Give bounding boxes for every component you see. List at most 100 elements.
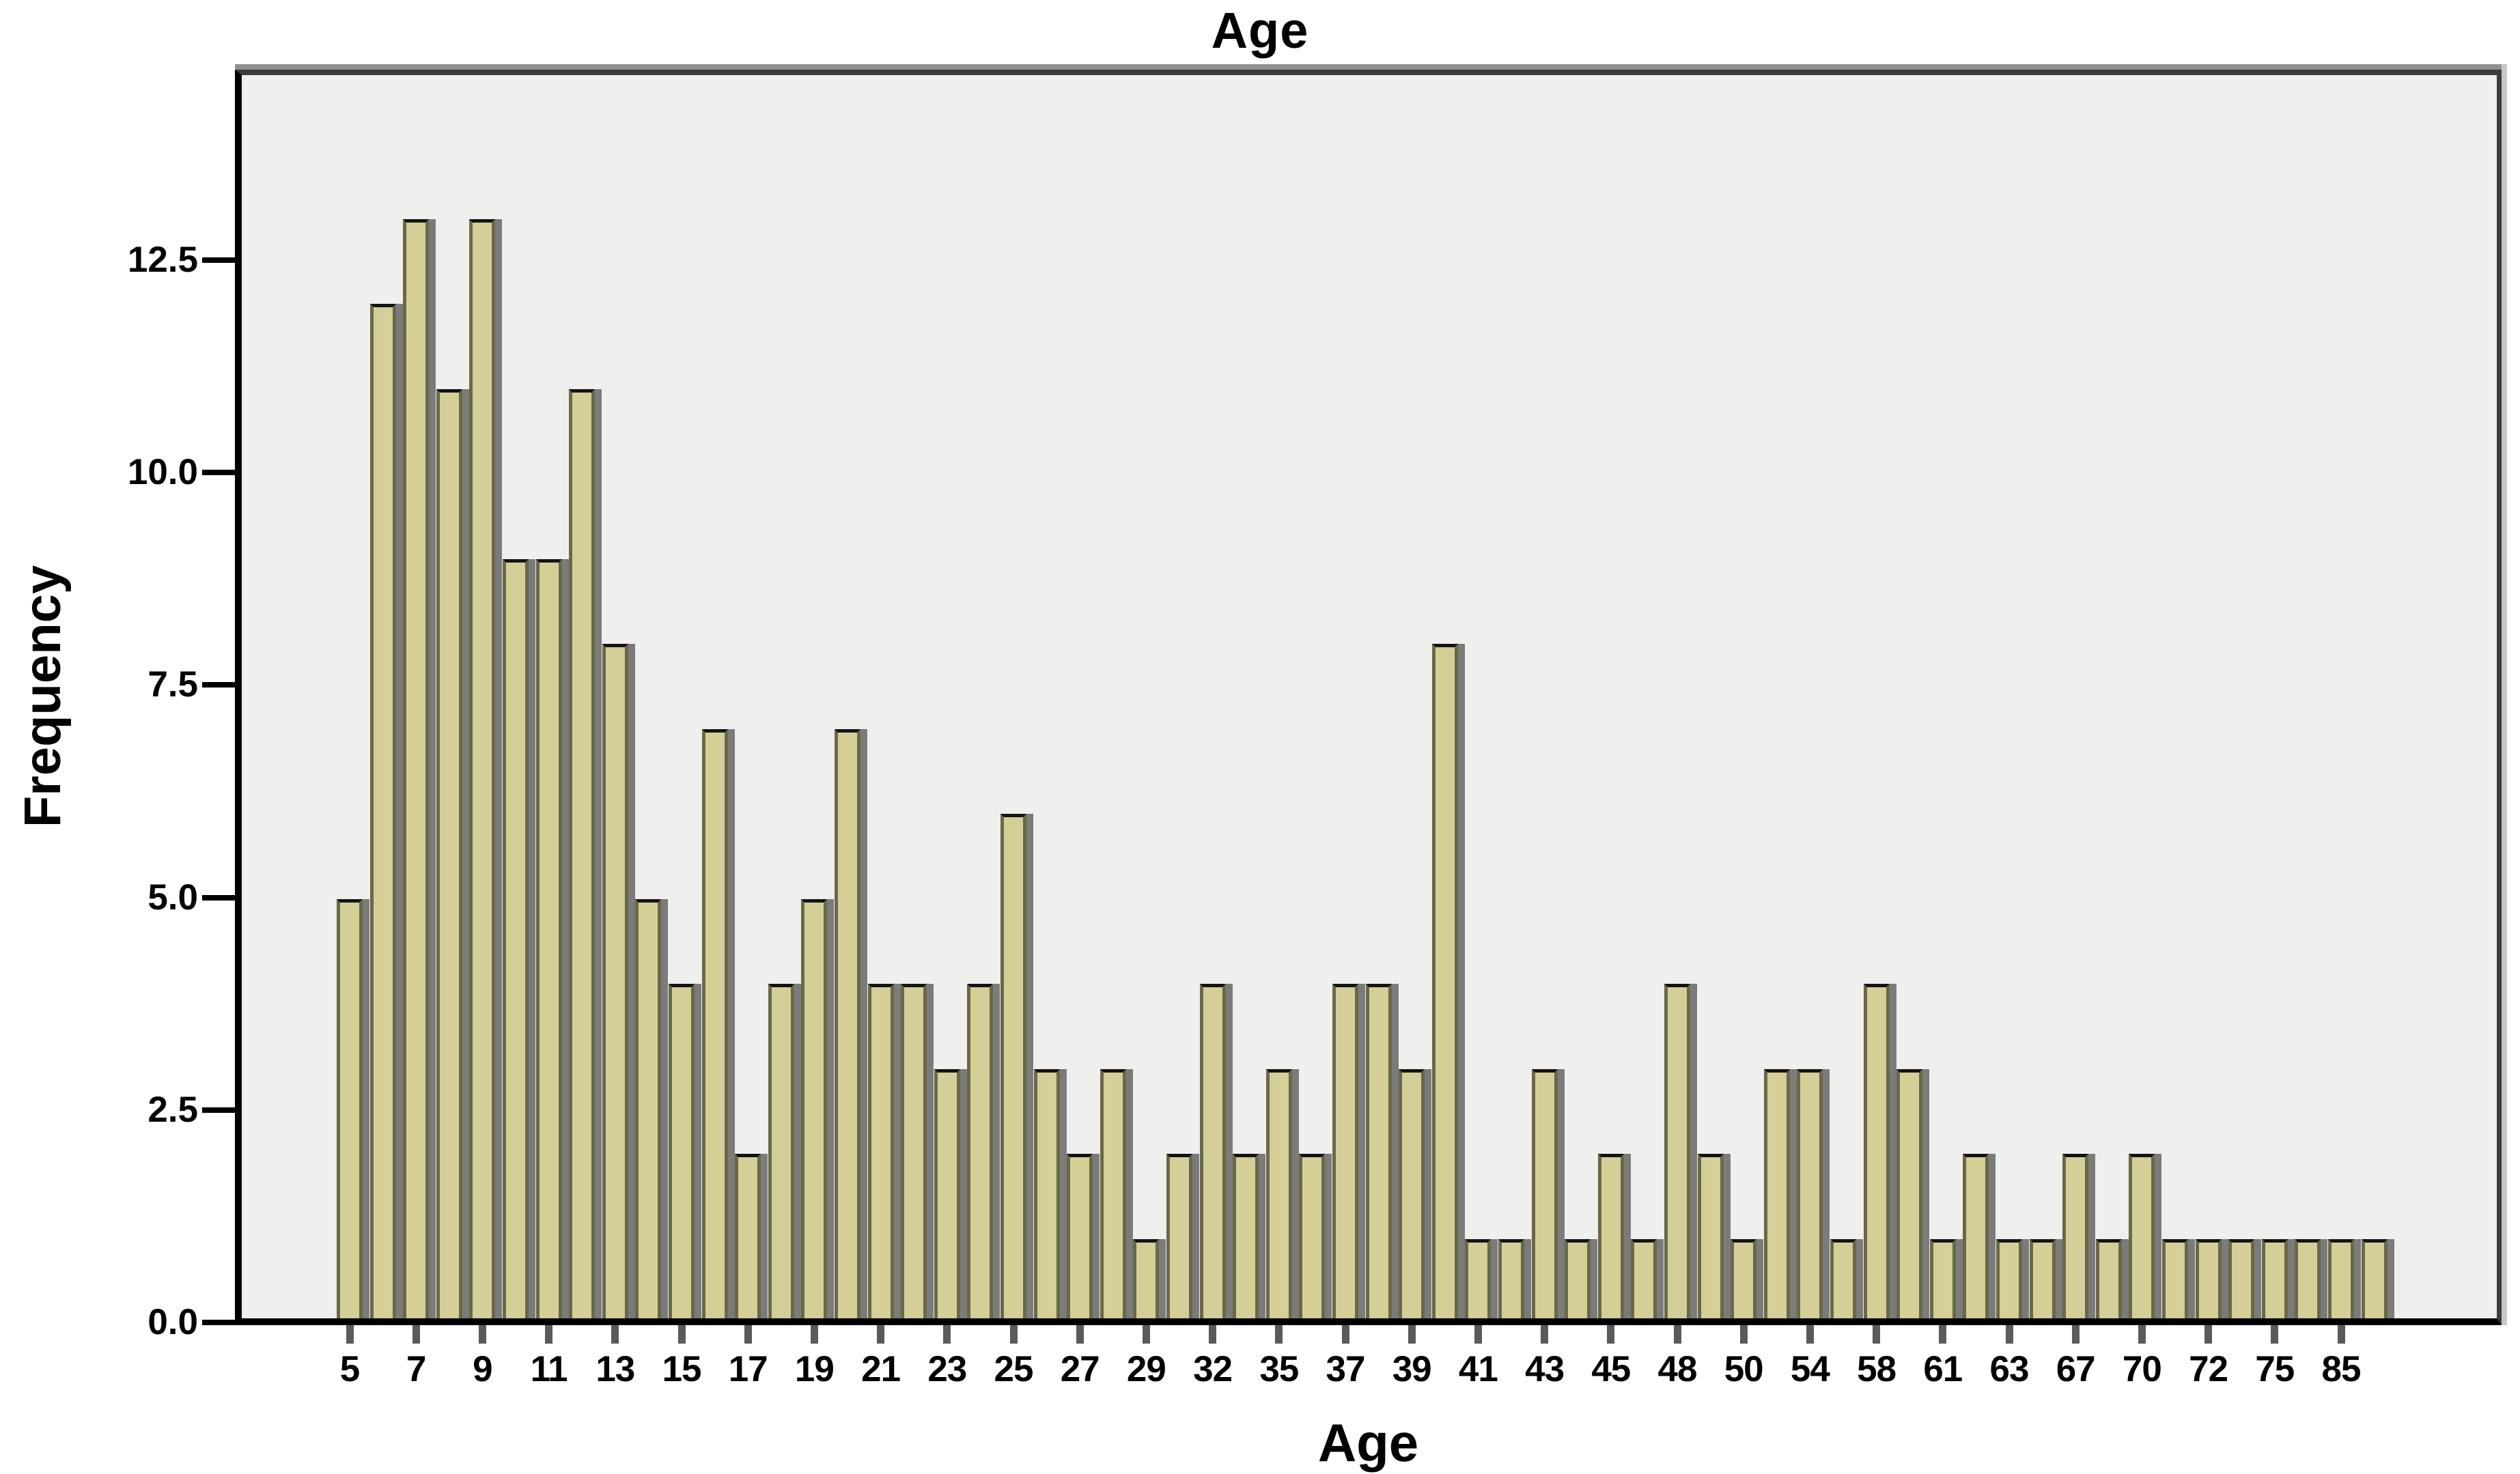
bar [369, 304, 396, 1318]
bar [835, 728, 860, 1318]
bar [1731, 1238, 1757, 1318]
x-tick-label: 41 [1458, 1349, 1498, 1389]
bar [1929, 1238, 1956, 1318]
y-tick-label: 2.5 [148, 1089, 198, 1130]
y-tick-label: 5.0 [148, 877, 198, 918]
x-tick-mark [1806, 1325, 1814, 1344]
plot-frame-right-accent [2502, 64, 2507, 1325]
y-tick-mark [202, 1107, 235, 1113]
bar [1631, 1238, 1657, 1318]
bar [1067, 1154, 1093, 1318]
bar [1265, 1068, 1292, 1318]
x-tick-mark [1541, 1325, 1549, 1344]
bar [469, 218, 496, 1318]
bar [867, 984, 894, 1318]
x-tick-label: 43 [1525, 1349, 1565, 1389]
y-tick-mark [202, 470, 235, 475]
bar [1100, 1068, 1126, 1318]
bar [2095, 1238, 2122, 1318]
x-tick-mark [677, 1325, 686, 1344]
chart-title: Age [1211, 2, 1309, 59]
bar [535, 558, 562, 1318]
x-tick-label: 48 [1657, 1349, 1698, 1389]
x-tick-mark [1209, 1325, 1217, 1344]
bar [1332, 984, 1358, 1318]
bar [1531, 1068, 1558, 1318]
bar [2062, 1154, 2089, 1318]
x-tick-mark [1673, 1325, 1681, 1344]
x-tick-label: 29 [1126, 1349, 1166, 1389]
x-tick-label: 17 [728, 1349, 768, 1389]
x-axis-title: Age [1317, 1413, 1419, 1473]
x-tick-label: 19 [794, 1349, 835, 1389]
x-tick-mark [2271, 1325, 2279, 1344]
x-tick-label: 27 [1060, 1349, 1100, 1389]
y-tick-label: 12.5 [127, 239, 198, 280]
x-tick-mark [1939, 1325, 1947, 1344]
x-tick-mark [545, 1325, 553, 1344]
x-tick-mark [412, 1325, 420, 1344]
bar [503, 558, 529, 1318]
bar [1763, 1068, 1790, 1318]
x-tick-mark [810, 1325, 818, 1344]
x-tick-label: 32 [1193, 1349, 1233, 1389]
y-tick-mark [202, 682, 235, 688]
bar [1365, 984, 1392, 1318]
x-tick-mark [1076, 1325, 1084, 1344]
x-tick-label: 35 [1259, 1349, 1299, 1389]
bar [1830, 1238, 1856, 1318]
bar [1996, 1238, 2022, 1318]
plot-area [235, 70, 2502, 1325]
x-tick-label: 75 [2255, 1349, 2295, 1389]
bar [901, 984, 927, 1318]
x-tick-label: 21 [861, 1349, 901, 1389]
bar [1664, 984, 1690, 1318]
bar [2295, 1238, 2321, 1318]
x-tick-mark [1607, 1325, 1615, 1344]
x-tick-label: 7 [406, 1349, 426, 1389]
bar [2261, 1238, 2288, 1318]
bar [1797, 1068, 1823, 1318]
x-tick-mark [1142, 1325, 1150, 1344]
bar [1963, 1154, 1989, 1318]
plot-frame-top-accent [235, 64, 2507, 70]
x-tick-label: 50 [1724, 1349, 1764, 1389]
x-tick-mark [1009, 1325, 1018, 1344]
x-tick-mark [1739, 1325, 1748, 1344]
bar [934, 1068, 960, 1318]
bar [1399, 1068, 1425, 1318]
bar [735, 1154, 761, 1318]
x-tick-mark [478, 1325, 486, 1344]
bar [1465, 1238, 1492, 1318]
x-tick-mark [943, 1325, 951, 1344]
bar [669, 984, 695, 1318]
y-tick-mark [202, 1320, 235, 1325]
bar [436, 388, 462, 1318]
y-tick-label: 10.0 [127, 452, 198, 492]
x-tick-mark [2138, 1325, 2146, 1344]
x-tick-label: 25 [994, 1349, 1034, 1389]
x-tick-mark [611, 1325, 619, 1344]
x-tick-mark [1873, 1325, 1881, 1344]
bar [2228, 1238, 2255, 1318]
bar [2029, 1238, 2056, 1318]
x-tick-label: 9 [473, 1349, 492, 1389]
bar [1498, 1238, 1524, 1318]
x-tick-mark [1408, 1325, 1416, 1344]
x-tick-label: 45 [1591, 1349, 1631, 1389]
bars-container [242, 75, 2497, 1318]
bar [1597, 1154, 1624, 1318]
bar [701, 728, 728, 1318]
bar [1000, 814, 1026, 1318]
bar [1166, 1154, 1192, 1318]
bar [967, 984, 994, 1318]
y-tick-label: 0.0 [148, 1302, 198, 1342]
bar [337, 898, 363, 1318]
x-tick-mark [2337, 1325, 2345, 1344]
bar [1896, 1068, 1923, 1318]
x-tick-label: 23 [927, 1349, 967, 1389]
x-tick-label: 67 [2056, 1349, 2096, 1389]
x-tick-mark [346, 1325, 354, 1344]
bar [2162, 1238, 2188, 1318]
bar [2195, 1238, 2222, 1318]
